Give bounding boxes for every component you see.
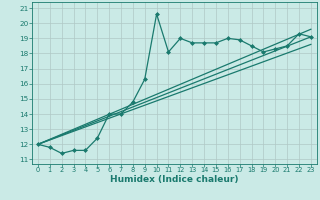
X-axis label: Humidex (Indice chaleur): Humidex (Indice chaleur)	[110, 175, 239, 184]
